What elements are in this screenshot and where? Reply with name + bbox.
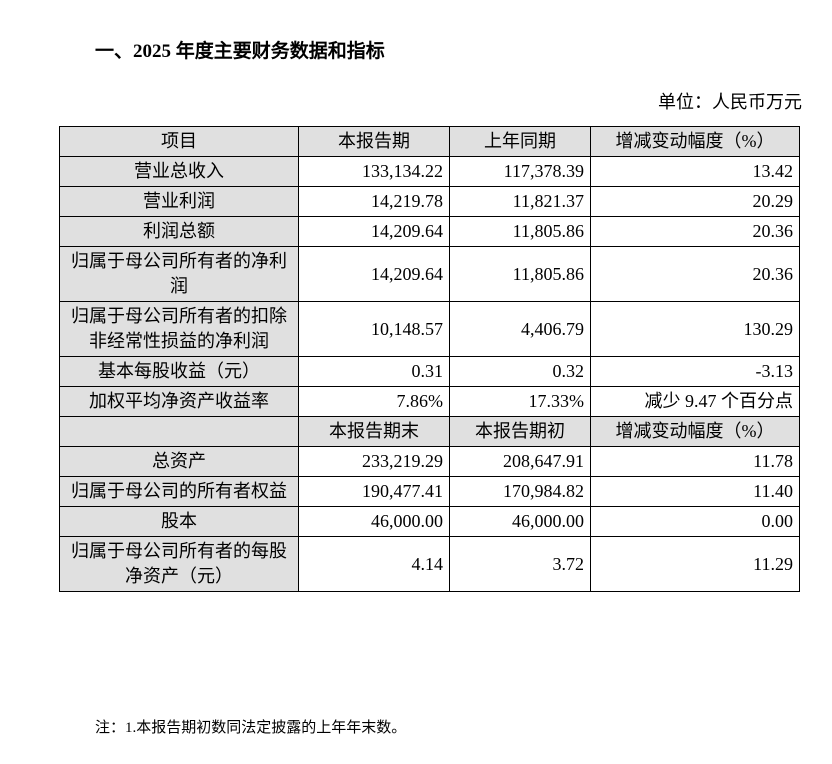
row-label: 总资产: [59, 446, 299, 477]
section-title: 一、2025 年度主要财务数据和指标: [95, 41, 385, 62]
value-cell: 133,134.22: [298, 156, 450, 187]
value-cell: 减少 9.47 个百分点: [590, 386, 800, 417]
table-row: 基本每股收益（元） 0.31 0.32 -3.13: [59, 356, 800, 387]
value-cell: 11.78: [590, 446, 800, 477]
value-cell: 20.36: [590, 246, 800, 302]
value-cell: 11,821.37: [449, 186, 591, 217]
row-label: 归属于母公司的所有者权益: [59, 476, 299, 507]
value-cell: 0.31: [298, 356, 450, 387]
value-cell: 14,209.64: [298, 246, 450, 302]
table-row: 归属于母公司所有者的净利润 14,209.64 11,805.86 20.36: [59, 246, 800, 302]
value-cell: 14,209.64: [298, 216, 450, 247]
table-row: 营业总收入 133,134.22 117,378.39 13.42: [59, 156, 800, 187]
value-cell: 4,406.79: [449, 301, 591, 357]
value-cell: 10,148.57: [298, 301, 450, 357]
header-cell: 本报告期末: [298, 416, 450, 447]
header-cell: [59, 416, 299, 447]
table-row: 归属于母公司所有者的扣除非经常性损益的净利润 10,148.57 4,406.7…: [59, 301, 800, 357]
header-cell: 本报告期: [298, 126, 450, 157]
value-cell: 20.29: [590, 186, 800, 217]
row-label: 利润总额: [59, 216, 299, 247]
table-row: 归属于母公司所有者的每股净资产（元） 4.14 3.72 11.29: [59, 536, 800, 592]
header-cell: 增减变动幅度（%）: [590, 416, 800, 447]
table-subheader-row: 本报告期末 本报告期初 增减变动幅度（%）: [59, 416, 800, 447]
table-row: 总资产 233,219.29 208,647.91 11.78: [59, 446, 800, 477]
value-cell: 11.40: [590, 476, 800, 507]
value-cell: 0.32: [449, 356, 591, 387]
value-cell: 11,805.86: [449, 216, 591, 247]
header-cell: 本报告期初: [449, 416, 591, 447]
value-cell: 3.72: [449, 536, 591, 592]
table-row: 利润总额 14,209.64 11,805.86 20.36: [59, 216, 800, 247]
row-label: 归属于母公司所有者的扣除非经常性损益的净利润: [59, 301, 299, 357]
value-cell: 11,805.86: [449, 246, 591, 302]
table-row: 营业利润 14,219.78 11,821.37 20.29: [59, 186, 800, 217]
row-label: 营业总收入: [59, 156, 299, 187]
value-cell: 17.33%: [449, 386, 591, 417]
table-row: 股本 46,000.00 46,000.00 0.00: [59, 506, 800, 537]
value-cell: 11.29: [590, 536, 800, 592]
value-cell: 170,984.82: [449, 476, 591, 507]
value-cell: 233,219.29: [298, 446, 450, 477]
value-cell: 46,000.00: [298, 506, 450, 537]
row-label: 归属于母公司所有者的每股净资产（元）: [59, 536, 299, 592]
table-header-row: 项目 本报告期 上年同期 增减变动幅度（%）: [59, 126, 800, 157]
footnote: 注：1.本报告期初数同法定披露的上年年末数。: [95, 720, 407, 736]
unit-label: 单位：人民币万元: [658, 92, 802, 112]
row-label: 归属于母公司所有者的净利润: [59, 246, 299, 302]
value-cell: 208,647.91: [449, 446, 591, 477]
row-label: 加权平均净资产收益率: [59, 386, 299, 417]
value-cell: 117,378.39: [449, 156, 591, 187]
row-label: 基本每股收益（元）: [59, 356, 299, 387]
header-cell: 上年同期: [449, 126, 591, 157]
value-cell: 46,000.00: [449, 506, 591, 537]
value-cell: 13.42: [590, 156, 800, 187]
financial-data-table: 项目 本报告期 上年同期 增减变动幅度（%） 营业总收入 133,134.22 …: [59, 126, 800, 592]
value-cell: 190,477.41: [298, 476, 450, 507]
value-cell: 4.14: [298, 536, 450, 592]
header-cell: 项目: [59, 126, 299, 157]
value-cell: 0.00: [590, 506, 800, 537]
row-label: 股本: [59, 506, 299, 537]
header-cell: 增减变动幅度（%）: [590, 126, 800, 157]
value-cell: 20.36: [590, 216, 800, 247]
row-label: 营业利润: [59, 186, 299, 217]
table-row: 加权平均净资产收益率 7.86% 17.33% 减少 9.47 个百分点: [59, 386, 800, 417]
table-row: 归属于母公司的所有者权益 190,477.41 170,984.82 11.40: [59, 476, 800, 507]
value-cell: 130.29: [590, 301, 800, 357]
value-cell: 7.86%: [298, 386, 450, 417]
value-cell: 14,219.78: [298, 186, 450, 217]
value-cell: -3.13: [590, 356, 800, 387]
